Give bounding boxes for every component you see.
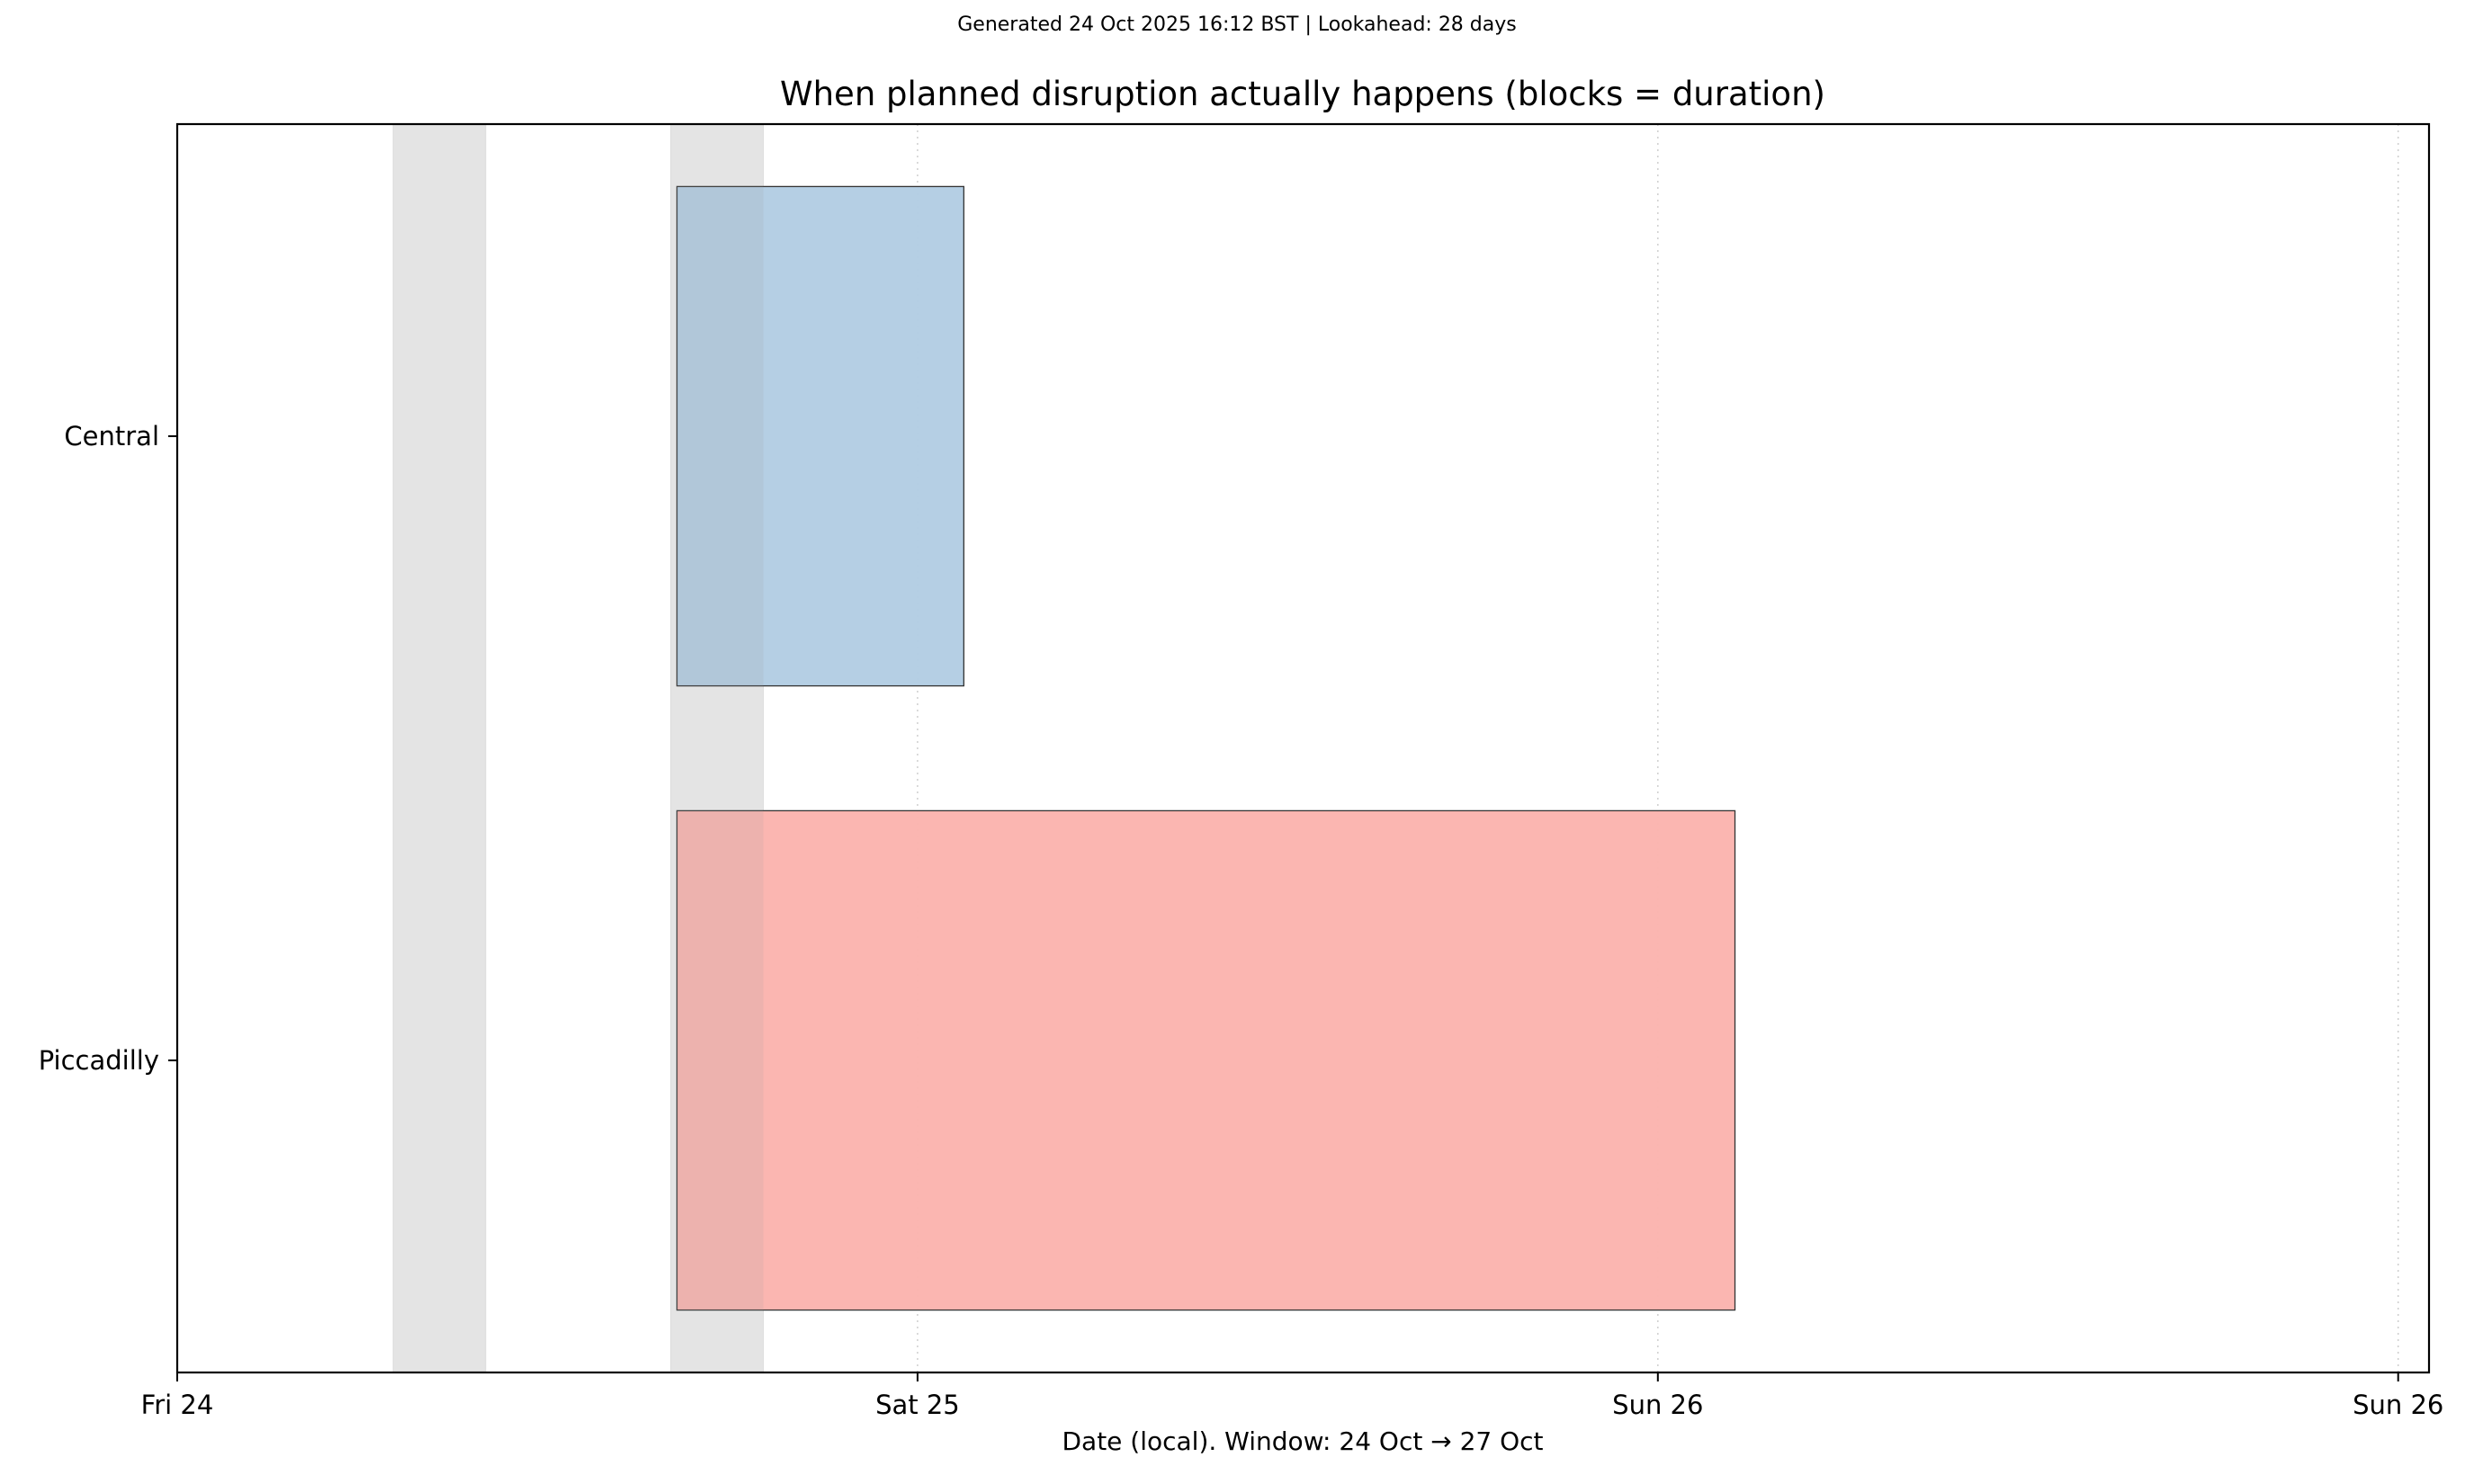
x-tick-label-1: Fri 24 xyxy=(141,1390,214,1420)
x-axis-label: Date (local). Window: 24 Oct → 27 Oct xyxy=(1062,1426,1543,1456)
generated-line: Generated 24 Oct 2025 16:12 BST | Lookah… xyxy=(957,13,1516,36)
bar-piccadilly xyxy=(676,809,1736,1311)
plot-frame xyxy=(175,122,2431,1374)
x-tick-label-2: Sat 25 xyxy=(875,1390,960,1420)
shaded-span-overlay-1 xyxy=(393,124,486,1372)
shaded-span-overlay-2 xyxy=(670,124,764,1372)
chart-title: When planned disruption actually happens… xyxy=(780,75,1825,113)
bar-central xyxy=(676,185,964,687)
x-tick-label-3: Sun 26 xyxy=(1612,1390,1703,1420)
x-tick-label-4: Sun 26 xyxy=(2353,1390,2443,1420)
y-tick-label-central: Central xyxy=(64,421,159,451)
y-tick-label-piccadilly: Piccadilly xyxy=(39,1045,159,1076)
shaded-span-1 xyxy=(392,123,487,1373)
plot-area: Fri 24 Sat 25 Sun 26 Sun 26 Central Piccadill… xyxy=(39,122,2443,1420)
